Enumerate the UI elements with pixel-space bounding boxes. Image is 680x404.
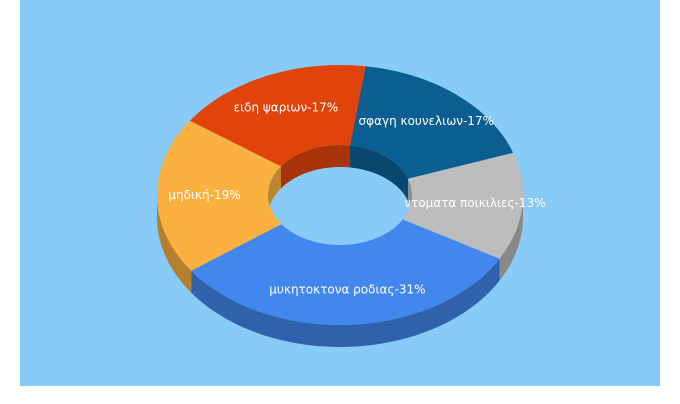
slice <box>350 66 514 179</box>
data-label: μηδική-19% <box>168 188 240 202</box>
slice <box>402 152 523 259</box>
slice-inner-side <box>268 166 281 217</box>
slice-inner-side <box>350 145 409 201</box>
slice <box>189 65 366 167</box>
slice-inner-side <box>281 145 350 189</box>
data-label: ειδη ψαριων-17% <box>234 100 339 114</box>
slice-side <box>157 195 192 293</box>
data-label: μυκητοκτονα ροδιας-31% <box>269 282 425 296</box>
slice <box>191 219 500 325</box>
data-label: σφαγη κουνελιων-17% <box>359 114 494 128</box>
data-label: ντοματα ποικιλιες-13% <box>404 196 545 210</box>
slice-side <box>499 195 523 281</box>
slice <box>157 120 282 271</box>
slice-side <box>191 258 500 347</box>
